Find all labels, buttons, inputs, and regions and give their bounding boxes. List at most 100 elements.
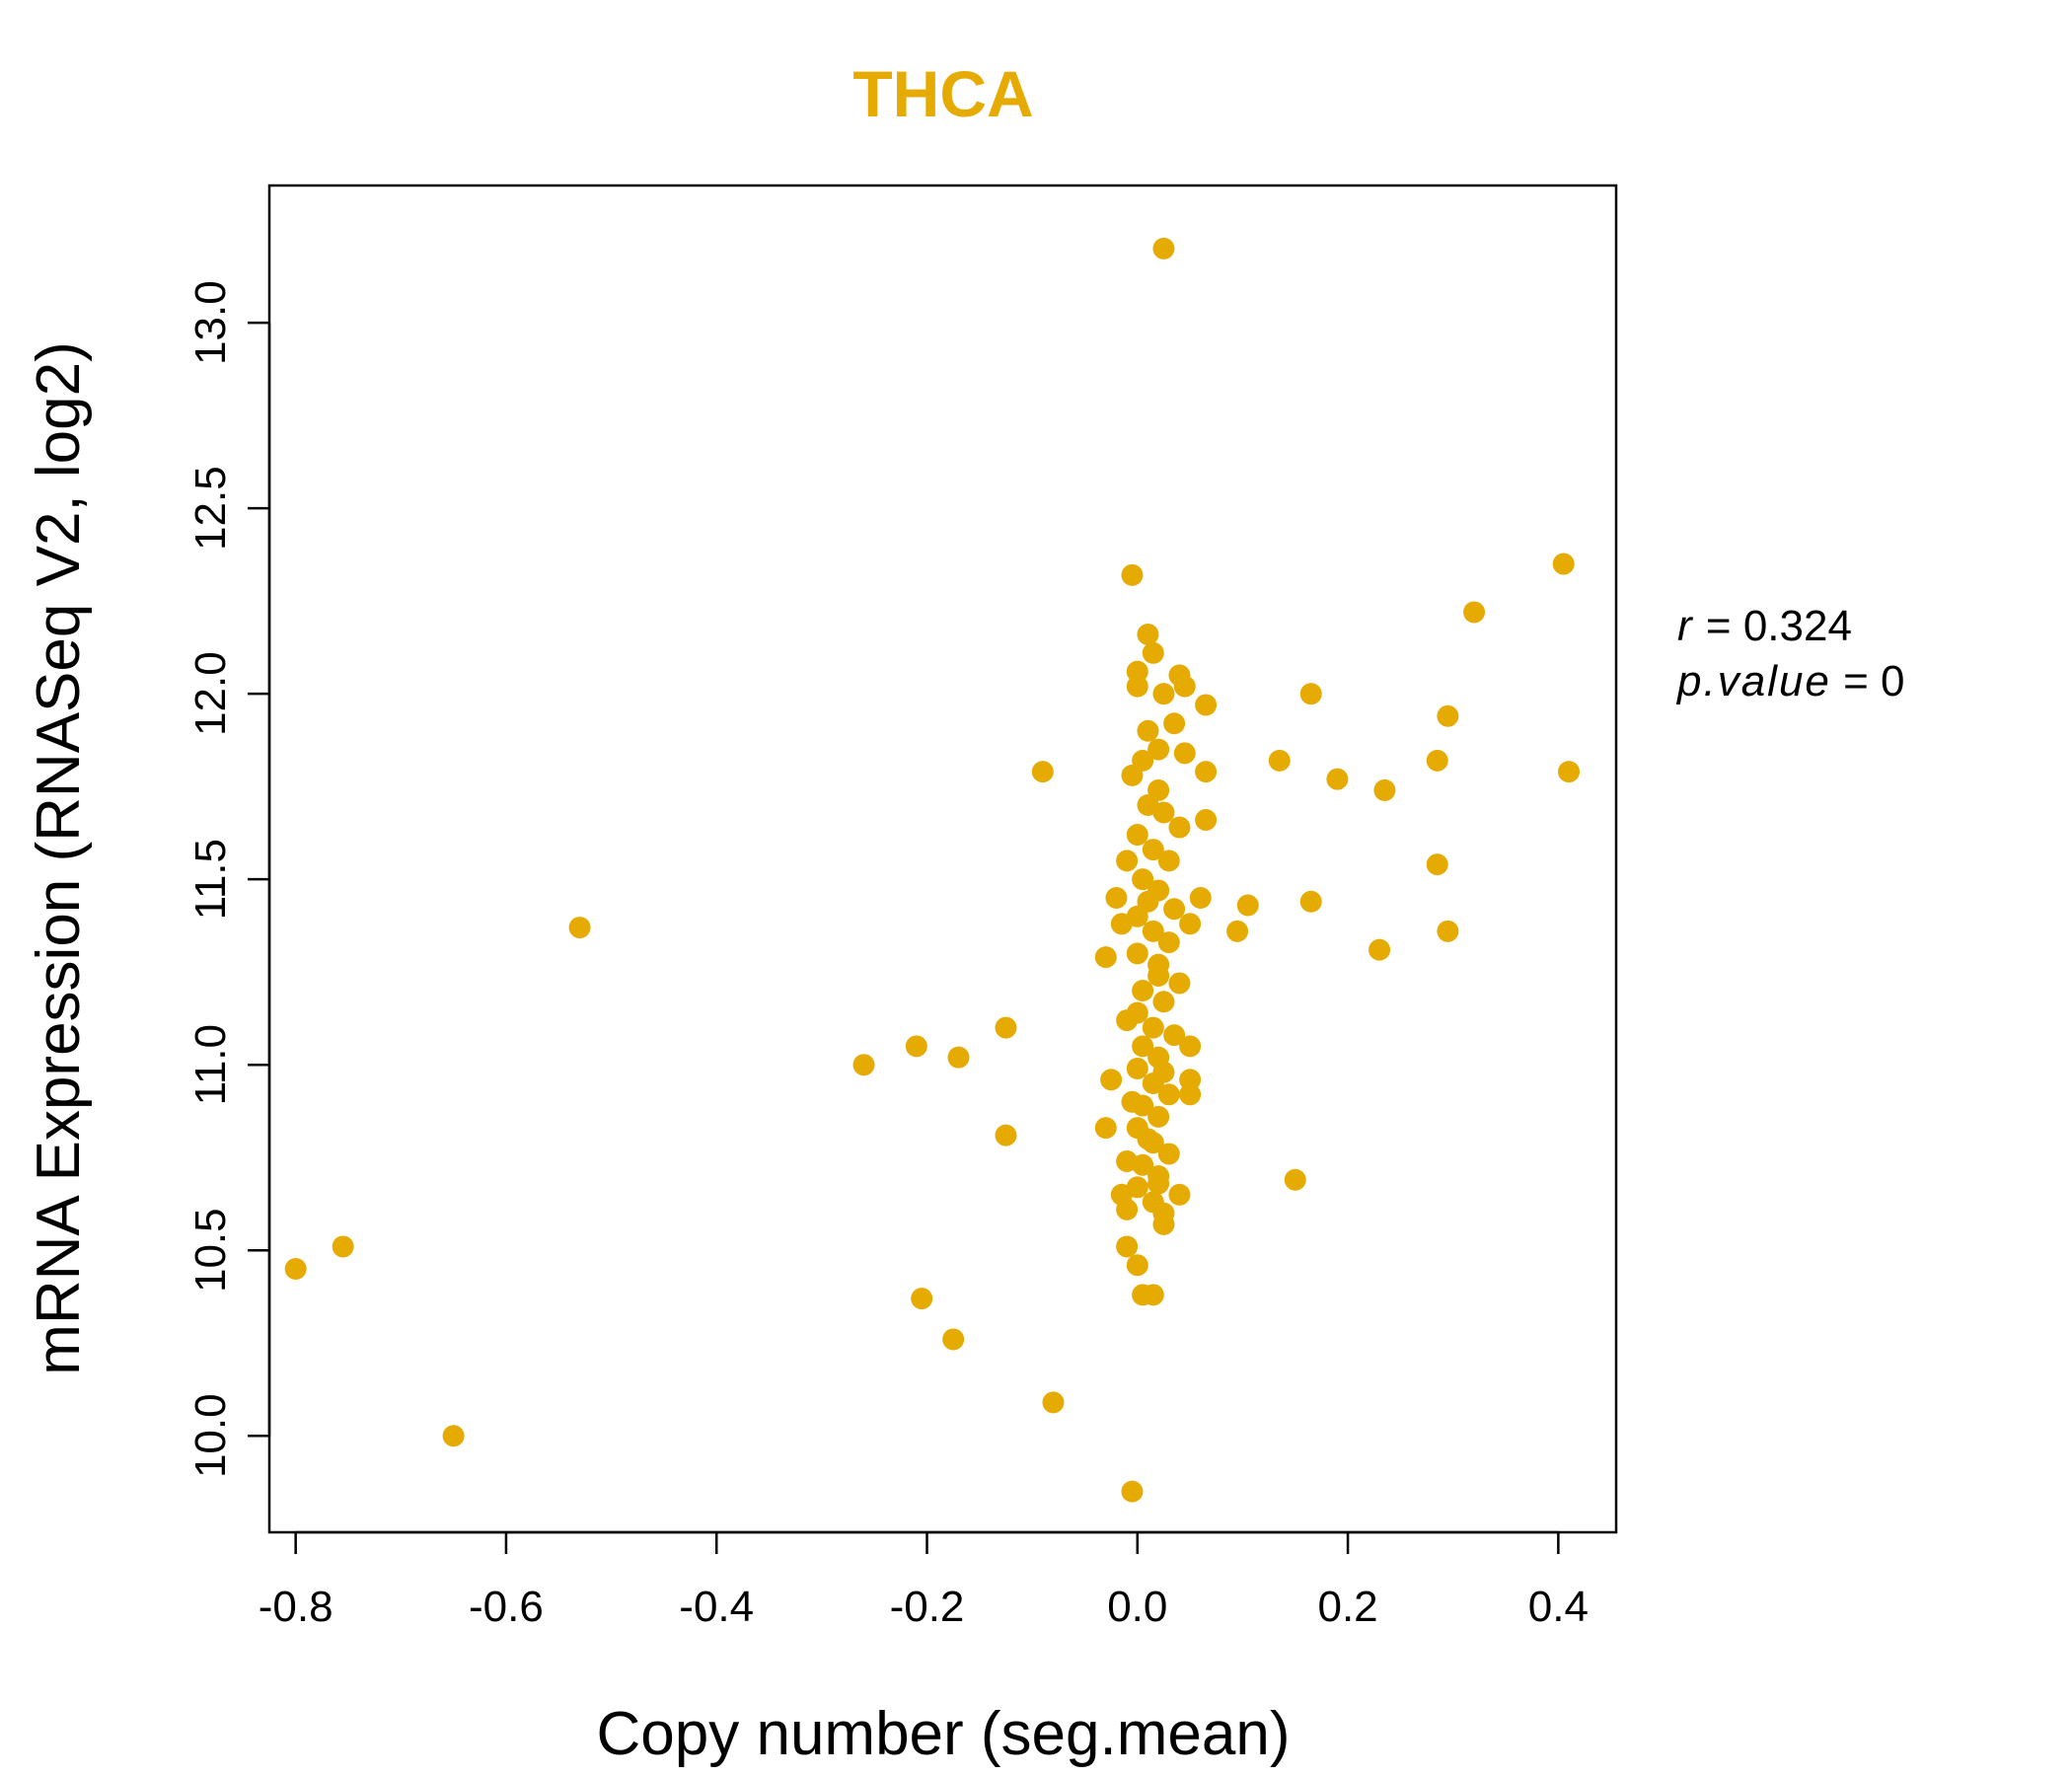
data-point	[1173, 742, 1196, 765]
x-axis: -0.8 -0.6 -0.4 -0.2 0.0 0.2 0.4	[259, 1530, 1589, 1631]
data-point	[1437, 920, 1459, 942]
y-tick-label: 12.0	[186, 651, 235, 736]
data-point	[1116, 1009, 1139, 1032]
data-point	[1373, 778, 1396, 801]
data-point	[1168, 816, 1191, 839]
data-point	[1426, 749, 1448, 772]
data-point	[911, 1288, 933, 1310]
data-point	[1147, 964, 1170, 987]
plot-frame	[267, 184, 1618, 1534]
data-point	[568, 917, 591, 939]
y-tick-label: 11.5	[186, 839, 235, 920]
y-tick-label: 12.5	[186, 466, 235, 551]
data-point	[1168, 1183, 1191, 1206]
data-point	[1126, 1254, 1148, 1277]
data-point	[1299, 890, 1322, 913]
data-point	[1189, 886, 1212, 909]
data-point	[1157, 931, 1180, 954]
data-point	[1100, 1069, 1123, 1091]
data-point	[1142, 1284, 1164, 1306]
y-tick-label: 10.5	[186, 1208, 235, 1293]
data-point	[1094, 946, 1117, 969]
data-point	[1147, 1105, 1170, 1128]
data-point	[284, 1258, 307, 1281]
r-value: 0.324	[1742, 602, 1852, 650]
data-point	[1126, 660, 1148, 683]
data-point	[1121, 764, 1144, 786]
r-label: r	[1677, 602, 1694, 650]
data-point	[1163, 898, 1186, 921]
data-point	[1142, 1016, 1164, 1039]
data-point	[1142, 839, 1164, 861]
y-axis-label: mRNA Expression (RNASeq V2, log2)	[25, 341, 93, 1375]
data-point	[1163, 1024, 1186, 1047]
data-point	[1126, 942, 1148, 965]
data-point	[1126, 824, 1148, 847]
p-value: 0	[1881, 657, 1905, 705]
data-point	[1463, 601, 1486, 624]
data-point	[1152, 1202, 1175, 1224]
x-tick-label: 0.4	[1528, 1583, 1589, 1631]
data-point	[1147, 738, 1170, 761]
data-point	[1116, 1149, 1139, 1172]
data-point	[1157, 850, 1180, 872]
data-point	[1121, 1480, 1144, 1503]
data-point	[1105, 886, 1128, 909]
data-point	[442, 1425, 465, 1447]
r-equals: =	[1705, 602, 1743, 650]
data-point	[1132, 1035, 1154, 1058]
data-point	[1226, 920, 1249, 942]
x-tick-label: -0.4	[679, 1583, 754, 1631]
data-point	[1031, 761, 1054, 783]
data-point	[1137, 890, 1159, 913]
data-point	[1179, 1083, 1202, 1106]
y-axis: 10.0 10.5 11.0 11.5 12.0 12.5 13.0	[186, 280, 271, 1478]
data-point	[1426, 853, 1448, 876]
x-tick-label: -0.6	[469, 1583, 544, 1631]
data-point	[1369, 938, 1391, 961]
data-point	[1142, 920, 1164, 942]
data-point	[1126, 1057, 1148, 1079]
x-tick-label: 0.2	[1317, 1583, 1377, 1631]
data-point	[947, 1046, 970, 1069]
data-point	[1299, 683, 1322, 705]
data-point	[1284, 1168, 1306, 1191]
data-point	[1094, 1117, 1117, 1140]
data-point	[1137, 719, 1159, 742]
data-point	[1236, 894, 1259, 917]
x-tick-label: 0.0	[1107, 1583, 1167, 1631]
correlation-annotation: r = 0.324	[1677, 602, 1852, 651]
data-point	[1132, 979, 1154, 1001]
data-point	[1437, 704, 1459, 727]
y-tick-label: 13.0	[186, 280, 235, 365]
data-point	[1552, 553, 1575, 575]
data-point	[905, 1035, 927, 1058]
data-point	[1116, 850, 1139, 872]
data-point	[1147, 1172, 1170, 1195]
x-tick-label: -0.8	[259, 1583, 333, 1631]
y-tick-label: 11.0	[186, 1024, 235, 1105]
chart-title: THCA	[852, 57, 1033, 130]
data-point	[1195, 761, 1218, 783]
data-point	[1179, 1035, 1202, 1058]
data-point	[995, 1124, 1017, 1147]
data-point	[1132, 868, 1154, 891]
data-point	[1126, 1176, 1148, 1199]
data-point	[1326, 768, 1349, 790]
data-point	[1152, 801, 1175, 824]
data-point	[1152, 1061, 1175, 1083]
data-point	[1157, 1083, 1180, 1106]
y-tick-label: 10.0	[186, 1393, 235, 1478]
data-point	[942, 1328, 965, 1351]
data-point	[1152, 237, 1175, 259]
data-point	[1163, 712, 1186, 735]
data-point	[1116, 1235, 1139, 1258]
data-point	[332, 1235, 354, 1258]
data-point	[1121, 1090, 1144, 1113]
data-point	[852, 1054, 875, 1076]
data-points	[284, 237, 1581, 1503]
data-point	[1142, 641, 1164, 664]
data-point	[1157, 1143, 1180, 1165]
p-label: p.value	[1677, 657, 1831, 705]
